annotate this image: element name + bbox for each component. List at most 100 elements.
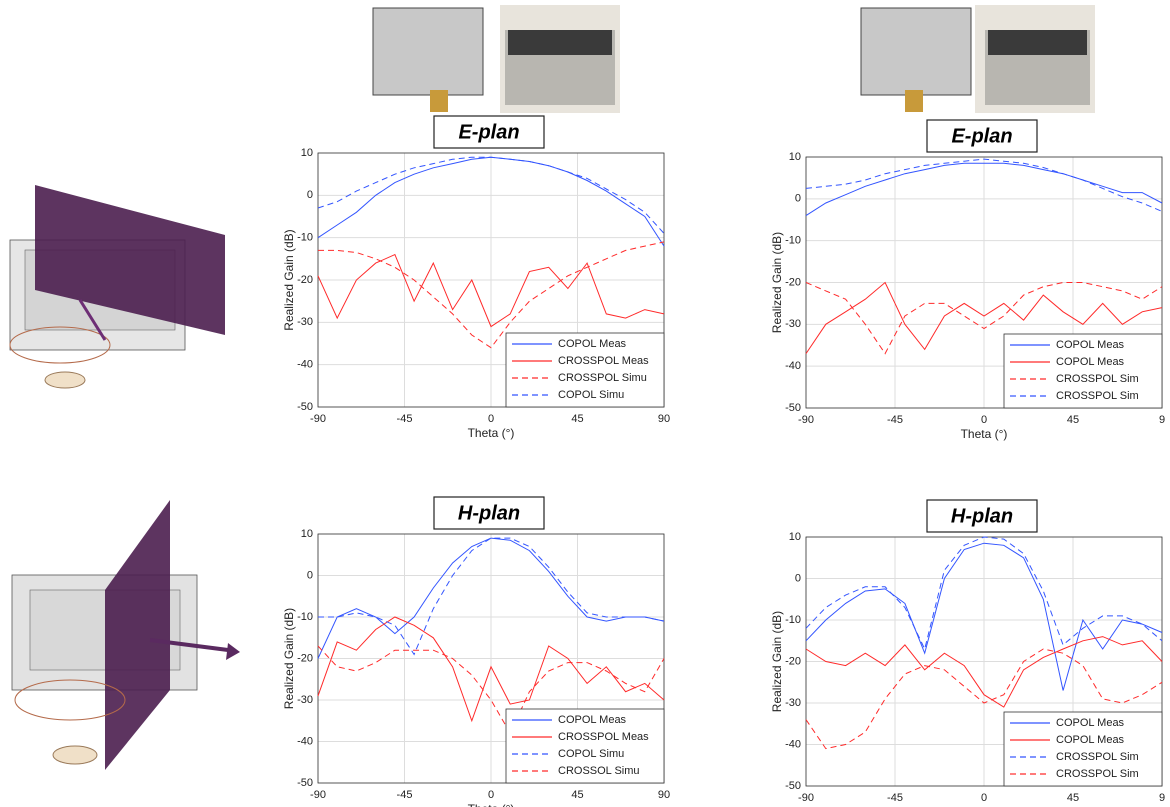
y-tick-label: -30: [297, 316, 313, 328]
chart-title: E-plan: [951, 125, 1012, 147]
title-box: [926, 499, 1038, 533]
legend-label: CROSSPOL Sim: [1056, 751, 1139, 763]
y-tick-label: 10: [789, 151, 801, 163]
y-tick-label: -20: [297, 652, 313, 664]
legend-label: CROSSPOL Simu: [558, 372, 647, 384]
y-tick-label: -10: [297, 611, 313, 623]
y-tick-label: -20: [297, 274, 313, 286]
series-line: [317, 156, 665, 234]
series-line: [805, 282, 1163, 355]
series-line: [805, 636, 1163, 708]
legend-label: CROSSPOL Meas: [558, 355, 649, 367]
series-line: [317, 537, 665, 659]
y-tick-label: -20: [785, 655, 801, 667]
x-axis-label: Theta (°): [468, 802, 515, 807]
y-tick-label: 0: [795, 193, 801, 205]
x-tick-label: 0: [488, 413, 494, 425]
x-axis-label: Theta (°): [961, 805, 1008, 807]
legend-label: COPOL Meas: [1056, 734, 1125, 746]
series-line: [317, 616, 665, 723]
series-line: [317, 253, 665, 328]
x-tick-label: 0: [981, 414, 987, 426]
y-tick-label: 0: [795, 572, 801, 584]
x-tick-label: -45: [887, 792, 903, 804]
x-axis-label: Theta (°): [961, 427, 1008, 441]
legend-label: CROSSPOL Sim: [1056, 768, 1139, 780]
x-tick-label: -45: [397, 789, 413, 801]
x-tick-label: -45: [397, 413, 413, 425]
legend-label: COPOL Meas: [558, 338, 627, 350]
x-tick-label: 45: [571, 413, 583, 425]
legend-label: COPOL Meas: [1056, 356, 1125, 368]
legend-label: COPOL Simu: [558, 389, 624, 401]
title-box: [433, 496, 545, 530]
series-line: [317, 645, 665, 735]
chart-title: E-plan: [458, 121, 519, 143]
title-box: [926, 119, 1038, 153]
y-tick-label: 10: [301, 528, 313, 540]
y-tick-label: -20: [785, 276, 801, 288]
y-axis-label: Realized Gain (dB): [770, 232, 784, 333]
legend: COPOL Meas COPOL Meas CROSSPOL Sim CROSSPOL…: [1003, 333, 1163, 409]
series-line: [805, 648, 1163, 750]
y-tick-label: -50: [297, 401, 313, 413]
x-tick-label: 9: [1159, 792, 1165, 804]
y-tick-label: -30: [785, 318, 801, 330]
y-tick-label: 0: [307, 569, 313, 581]
h-plane-model: [11, 500, 240, 770]
y-tick-label: 10: [789, 531, 801, 543]
e-plane-model: [9, 185, 225, 389]
y-tick-label: -30: [785, 697, 801, 709]
y-tick-label: -30: [297, 694, 313, 706]
chart-title: H-plan: [951, 505, 1013, 527]
legend-label: COPOL Meas: [558, 714, 627, 726]
x-axis-label: Theta (°): [468, 426, 515, 440]
x-tick-label: 0: [981, 792, 987, 804]
y-axis-label: Realized Gain (dB): [282, 608, 296, 709]
y-tick-label: -40: [785, 360, 801, 372]
y-tick-label: -50: [785, 780, 801, 792]
title-box: [433, 115, 545, 149]
x-tick-label: -90: [310, 789, 326, 801]
series-line: [805, 542, 1163, 691]
x-tick-label: -90: [798, 414, 814, 426]
legend-label: CROSSPOL Sim: [1056, 373, 1139, 385]
series-line: [318, 241, 665, 349]
x-tick-label: -90: [310, 413, 326, 425]
legend: COPOL Meas CROSSPOL Meas COPOL Simu CROSSOL…: [505, 708, 665, 784]
y-tick-label: -50: [297, 777, 313, 789]
x-tick-label: 0: [488, 789, 494, 801]
y-tick-label: -40: [785, 738, 801, 750]
y-tick-label: -10: [785, 235, 801, 247]
y-tick-label: -10: [297, 232, 313, 244]
y-tick-label: -40: [297, 359, 313, 371]
chart-title: H-plan: [458, 502, 520, 524]
series-line: [805, 536, 1163, 651]
x-tick-label: 45: [571, 789, 583, 801]
x-tick-label: 9: [1159, 414, 1165, 426]
series-line: [805, 162, 1163, 217]
legend-label: COPOL Simu: [558, 748, 624, 760]
series-line: [805, 158, 1163, 212]
y-axis-label: Realized Gain (dB): [770, 611, 784, 712]
y-tick-label: -40: [297, 735, 313, 747]
plot-frame: [317, 152, 665, 408]
antenna-images: [372, 5, 1095, 113]
y-tick-label: -10: [785, 614, 801, 626]
legend-label: COPOL Meas: [1056, 717, 1125, 729]
legend: COPOL Meas CROSSPOL Meas CROSSPOL Simu COPO…: [505, 332, 665, 408]
x-tick-label: 90: [658, 789, 670, 801]
y-axis-label: Realized Gain (dB): [282, 229, 296, 330]
series-line: [805, 281, 1163, 354]
legend-label: CROSSOL Simu: [558, 765, 640, 777]
x-tick-label: -90: [798, 792, 814, 804]
y-tick-label: -50: [785, 402, 801, 414]
legend-label: CROSSPOL Meas: [558, 731, 649, 743]
series-line: [318, 537, 665, 656]
legend: COPOL Meas COPOL Meas CROSSPOL Sim CROSSPOL…: [1003, 711, 1163, 787]
x-tick-label: -45: [887, 414, 903, 426]
x-tick-label: 45: [1067, 414, 1079, 426]
x-tick-label: 90: [658, 413, 670, 425]
